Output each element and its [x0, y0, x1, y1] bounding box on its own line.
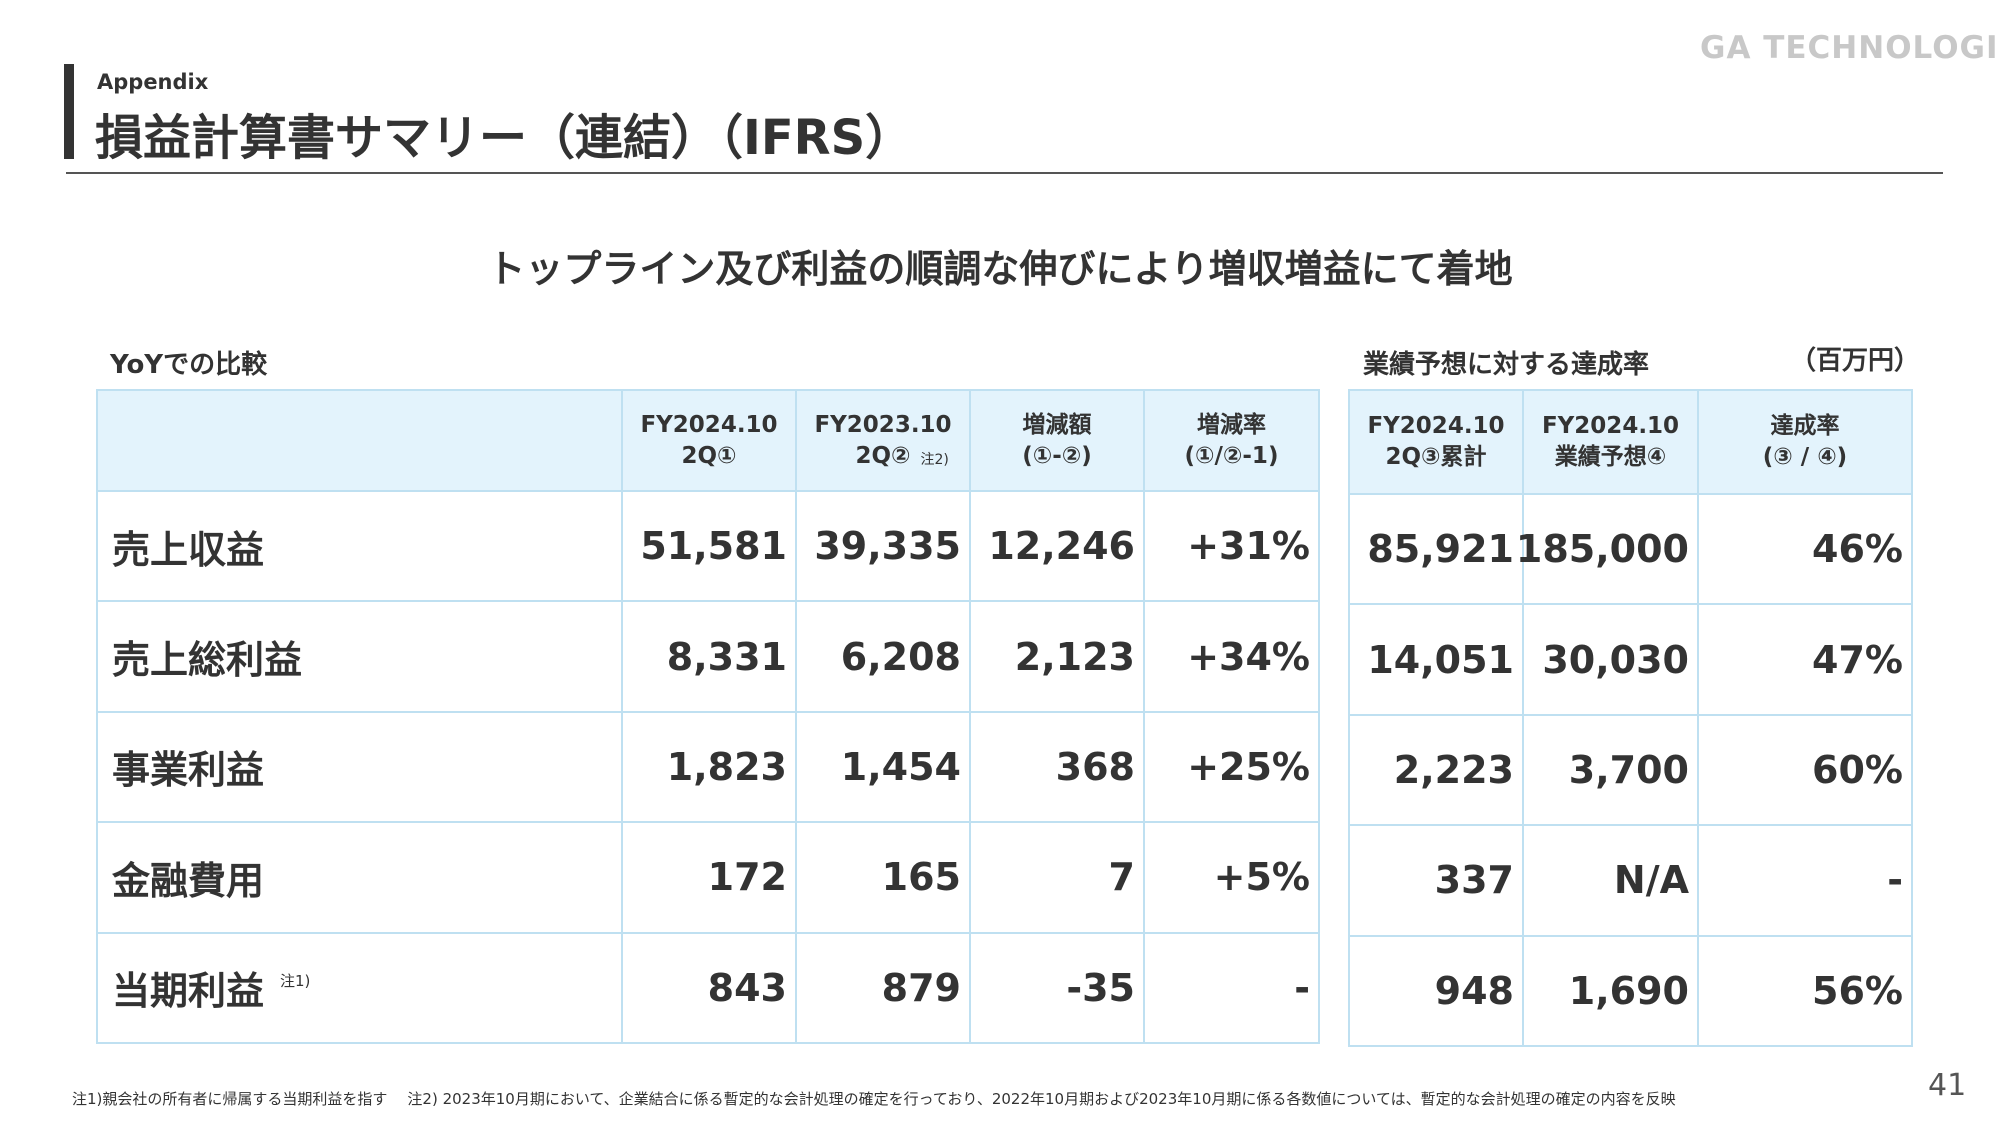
value-cell: 3,700 — [1524, 715, 1699, 827]
value-cell: 337 — [1350, 826, 1524, 937]
forecast-table: FY2024.10 2Q③累計 FY2024.10 業績予想④ 達成率 (③ / ④) 85… — [1348, 389, 1913, 1047]
row-label-cell: 売上総利益 — [98, 602, 623, 713]
logo: GA TECHNOLOGIES — [1700, 30, 2000, 66]
value-cell: 1,454 — [797, 712, 971, 824]
header-cell: 増減額 (①-②) — [971, 391, 1145, 492]
value-cell: 7 — [971, 823, 1145, 934]
header-text: 2Q③累計 — [1385, 444, 1487, 470]
header-cell: 達成率 (③ / ④) — [1699, 391, 1913, 495]
value-cell: 172 — [623, 823, 797, 934]
header-text: 増減率 — [1197, 411, 1266, 438]
value-cell: 56% — [1699, 936, 1913, 1047]
row-label-cell: 事業利益 — [98, 712, 623, 824]
row-label: 金融費用 — [112, 858, 265, 903]
page-title: 損益計算書サマリー（連結）（IFRS） — [95, 110, 914, 166]
row-label: 事業利益 — [112, 748, 265, 793]
header-text: FY2024.10 — [1541, 413, 1680, 439]
section-label: Appendix — [97, 70, 209, 94]
value-cell: N/A — [1524, 826, 1699, 937]
value-cell: 47% — [1699, 605, 1913, 716]
value-cell: 51,581 — [623, 492, 797, 603]
header-cell: FY2024.10 2Q③累計 — [1350, 391, 1524, 495]
header-cell — [98, 391, 623, 492]
value-cell: +34% — [1145, 602, 1320, 713]
value-cell: +5% — [1145, 823, 1320, 934]
unit-label: （百万円） — [1790, 346, 1921, 376]
value-cell: - — [1699, 826, 1913, 937]
value-cell: 6,208 — [797, 602, 971, 713]
header-cell: 増減率 (①/②-1) — [1145, 391, 1320, 492]
value-cell: 85,921 — [1350, 495, 1524, 606]
header-cell: FY2023.10 2Q② 注2) — [797, 391, 971, 492]
page-number: 41 — [1928, 1068, 1967, 1103]
value-cell: 185,000 — [1516, 495, 1699, 606]
row-label: 当期利益 — [112, 969, 265, 1014]
table-caption: 業績予想に対する達成率 — [1363, 350, 1650, 380]
row-label-cell: 売上収益 — [98, 492, 623, 603]
value-cell: 879 — [797, 933, 971, 1044]
header-text: 達成率 — [1770, 413, 1840, 439]
value-cell: 2,123 — [971, 602, 1145, 713]
title-rule — [66, 172, 1943, 174]
header-text: 増減額 — [1022, 411, 1092, 438]
header-cell: FY2024.10 2Q① — [623, 391, 797, 492]
value-cell: 60% — [1699, 715, 1913, 827]
header-text: (③ / ④) — [1762, 444, 1848, 470]
row-label: 売上総利益 — [112, 638, 303, 683]
table-caption: YoYでの比較 — [110, 350, 268, 380]
header-text: (①-②) — [1022, 442, 1092, 469]
row-label-cell: 当期利益 注1) — [98, 933, 623, 1044]
value-cell: 30,030 — [1524, 605, 1699, 716]
value-cell: +31% — [1145, 492, 1320, 603]
row-label-cell: 金融費用 — [98, 823, 623, 934]
footnote: 注1)親会社の所有者に帰属する当期利益を指す — [72, 1090, 388, 1108]
header-text: FY2023.10 — [814, 411, 952, 438]
value-cell: 8,331 — [623, 602, 797, 713]
value-cell: 1,823 — [623, 712, 797, 824]
value-cell: 368 — [971, 712, 1145, 824]
value-cell: -35 — [971, 933, 1145, 1044]
note-mark: 注2) — [920, 451, 949, 468]
value-cell: 165 — [797, 823, 971, 934]
value-cell: - — [1145, 933, 1320, 1044]
value-cell: 14,051 — [1350, 605, 1524, 716]
value-cell: 843 — [623, 933, 797, 1044]
row-label: 売上収益 — [112, 527, 265, 572]
note-mark: 注1) — [280, 972, 311, 991]
footnote: 注2) 2023年10月期において、企業結合に係る暫定的な会計処理の確定を行って… — [407, 1090, 1676, 1108]
yoy-table: FY2024.10 2Q① FY2023.10 2Q② 注2) 増減額 (①-②) 増減率 (①… — [96, 389, 1320, 1044]
value-cell: 46% — [1699, 495, 1913, 606]
header-text: FY2024.10 — [640, 411, 778, 438]
header-cell: FY2024.10 業績予想④ — [1524, 391, 1699, 495]
value-cell: 2,223 — [1350, 715, 1524, 827]
accent-bar — [64, 64, 74, 159]
header-text: FY2024.10 — [1367, 413, 1505, 439]
header-text: 2Q① — [681, 442, 737, 469]
footnotes: 注1)親会社の所有者に帰属する当期利益を指す 注2) 2023年10月期において、… — [72, 1088, 1676, 1109]
header-text: 2Q② 注2) — [855, 441, 948, 472]
header-text: 業績予想④ — [1554, 444, 1667, 470]
value-cell: 39,335 — [797, 492, 971, 603]
headline: トップライン及び利益の順調な伸びにより増収増益にて着地 — [487, 247, 1513, 291]
value-cell: +25% — [1145, 712, 1320, 824]
header-text: (①/②-1) — [1184, 442, 1279, 469]
value-cell: 12,246 — [971, 492, 1145, 603]
value-cell: 1,690 — [1524, 936, 1699, 1047]
value-cell: 948 — [1350, 936, 1524, 1047]
